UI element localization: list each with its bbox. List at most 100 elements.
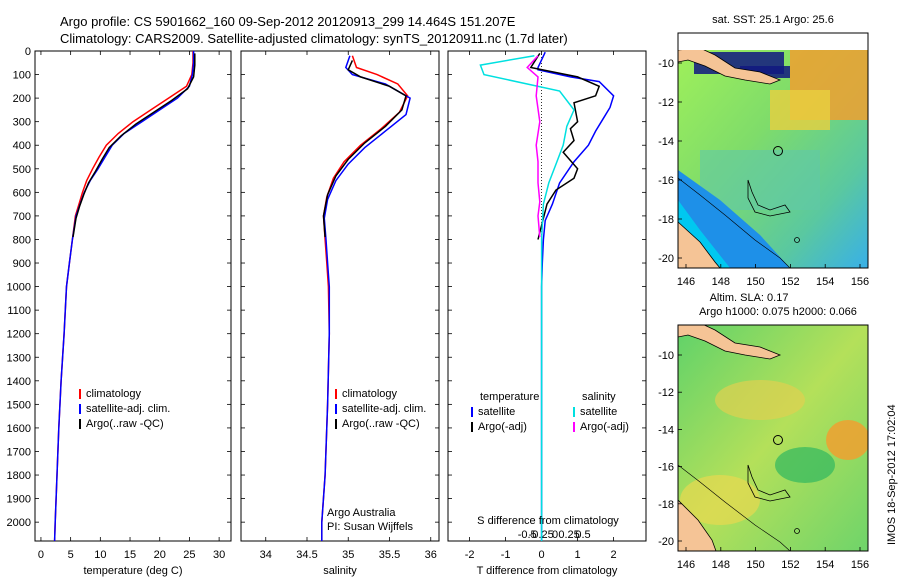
temperature-xtick-label: 20 (154, 549, 166, 561)
depth-tick-label: 1800 (7, 470, 31, 482)
png-landmass-sla (678, 325, 782, 360)
difference-series-line (529, 52, 601, 240)
salinity-xtick-label: 34 (260, 549, 272, 561)
warm-sst-patch-2 (770, 90, 830, 130)
pi-label: PI: Susan Wijffels (327, 521, 413, 533)
difference-xlabel: T difference from climatology (477, 565, 618, 577)
sla-map-lat-label: -18 (658, 499, 674, 511)
salinity-axes-frame (240, 50, 440, 542)
depth-tick-label: 500 (13, 164, 31, 176)
depth-tick-label: 1400 (7, 376, 31, 388)
depth-tick-label: 1300 (7, 352, 31, 364)
sla-map-lon-label: 146 (677, 559, 695, 571)
difference-axes-frame (447, 50, 647, 542)
argo-float-marker-sla (773, 435, 783, 445)
depth-contour-sla (678, 464, 791, 551)
depth-tick-label: 1000 (7, 282, 31, 294)
sla-map-lat-label: -10 (658, 350, 674, 362)
sla-low-patch (775, 447, 835, 483)
difference-xtick-label: 2 (611, 549, 617, 561)
diff-legend-label: Argo(-adj) (580, 421, 629, 433)
depth-tick-label: 700 (13, 211, 31, 223)
salinity-xtick-label: 36 (425, 549, 437, 561)
temperature-legend-label: climatology (86, 388, 142, 400)
salinity-legend-label: satellite-adj. clim. (342, 403, 426, 415)
difference-profile-chart: -2 -1 0 1 2 T difference from climatology -0.5… (447, 50, 647, 577)
depth-tick-label: 100 (13, 70, 31, 82)
diff-legend-label: Argo(-adj) (478, 421, 527, 433)
sla-map-lat-label: -16 (658, 462, 674, 474)
temperature-profile-chart: 0100200300400500600700800900100011001200… (7, 46, 232, 577)
salinity-legend-label: climatology (342, 388, 398, 400)
sst-map-title: sat. SST: 25.1 Argo: 25.6 (712, 14, 834, 26)
argo-australia-label: Argo Australia (327, 507, 396, 519)
sst-map-lon-label: 156 (851, 276, 869, 288)
difference-series-line (479, 54, 575, 541)
diff-legend-header-temperature: temperature (480, 391, 539, 403)
salinity-legend-label: Argo(..raw -QC) (342, 418, 420, 430)
reef-outline (747, 179, 791, 217)
australia-landmass (678, 221, 721, 268)
sla-map: Altim. SLA: 0.17 Argo h1000: 0.075 h2000… (658, 292, 869, 571)
sla-map-lon-label: 150 (746, 559, 764, 571)
salinity-xtick-label: 35 (342, 549, 354, 561)
difference-xtick-label: -1 (501, 549, 511, 561)
sla-map-lon-label: 156 (851, 559, 869, 571)
temperature-xtick-label: 25 (183, 549, 195, 561)
difference-xtick-label: 0 (539, 549, 545, 561)
figure-title-line1: Argo profile: CS 5901662_160 09-Sep-2012… (60, 14, 516, 29)
sst-map-lat-label: -18 (658, 214, 674, 226)
depth-tick-label: 200 (13, 93, 31, 105)
depth-tick-label: 900 (13, 258, 31, 270)
depth-tick-label: 800 (13, 234, 31, 246)
temperature-axes-frame (34, 50, 232, 542)
temperature-xtick-label: 0 (38, 549, 44, 561)
sst-map-lat-label: -16 (658, 175, 674, 187)
s-difference-tick-label: 0 (552, 529, 558, 541)
depth-tick-label: 1600 (7, 423, 31, 435)
sla-map-frame (677, 324, 869, 552)
temperature-xlabel: temperature (deg C) (83, 565, 182, 577)
depth-tick-label: 1100 (7, 305, 31, 317)
temperature-xtick-label: 5 (68, 549, 74, 561)
depth-tick-label: 300 (13, 117, 31, 129)
diff-legend-label: satellite (580, 406, 617, 418)
small-island-marker (794, 237, 800, 243)
depth-tick-label: 2000 (7, 517, 31, 529)
australia-landmass-sla (678, 499, 717, 551)
sst-map-lat-label: -10 (658, 58, 674, 70)
temperature-series-line (72, 53, 196, 238)
sla-high-patch-3 (680, 475, 760, 525)
depth-tick-label: 0 (25, 46, 31, 58)
sst-map-lat-label: -14 (658, 136, 674, 148)
s-difference-axis-label: S difference from climatology (477, 515, 619, 527)
sla-map-lon-label: 148 (712, 559, 730, 571)
sst-map: sat. SST: 25.1 Argo: 25.6 146 148 150 152 15… (658, 14, 869, 288)
sst-map-frame (677, 32, 869, 269)
sst-map-lon-label: 152 (781, 276, 799, 288)
depth-tick-label: 600 (13, 187, 31, 199)
png-landmass (678, 50, 782, 85)
depth-contour (678, 177, 791, 268)
imos-stamp: IMOS 18-Sep-2012 17:02:04 (886, 404, 898, 545)
salinity-xtick-label: 35.5 (379, 549, 400, 561)
diff-legend-header-salinity: salinity (582, 391, 616, 403)
sla-map-lat-label: -20 (658, 536, 674, 548)
depth-tick-label: 400 (13, 140, 31, 152)
reef-outline-sla (747, 464, 791, 502)
difference-xtick-label: -2 (465, 549, 475, 561)
salinity-profile-chart: 34 34.5 35 35.5 36 salinity climatology satelli… (240, 50, 440, 577)
depth-tick-label: 1500 (7, 399, 31, 411)
sst-map-lon-label: 150 (746, 276, 764, 288)
difference-xtick-label: 1 (575, 549, 581, 561)
salinity-xtick-label: 34.5 (296, 549, 317, 561)
temperature-legend-label: satellite-adj. clim. (86, 403, 170, 415)
salinity-series-line (322, 60, 407, 238)
temperature-xtick-label: 30 (213, 549, 225, 561)
depth-tick-label: 1200 (7, 329, 31, 341)
sla-map-lon-label: 152 (781, 559, 799, 571)
diff-legend-label: satellite (478, 406, 515, 418)
sla-map-lat-label: -14 (658, 424, 674, 436)
sla-map-lat-label: -12 (658, 387, 674, 399)
temperature-xtick-label: 10 (94, 549, 106, 561)
